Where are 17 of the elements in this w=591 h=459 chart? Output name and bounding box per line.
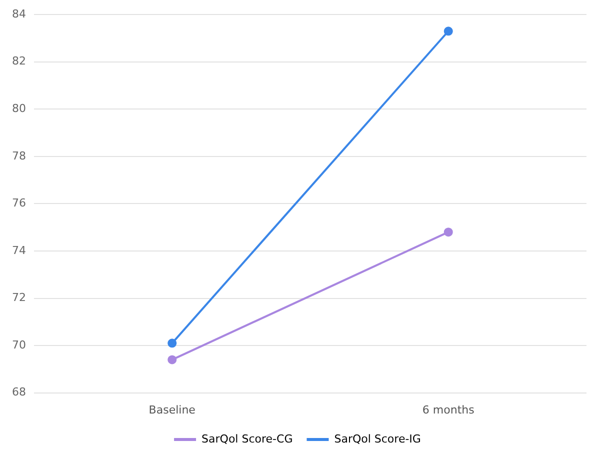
y-tick-label: 70 — [12, 338, 26, 352]
y-tick-label: 82 — [12, 54, 26, 68]
y-tick-label: 74 — [12, 244, 26, 257]
legend-label: SarQol Score-CG — [202, 432, 293, 446]
y-tick-label: 80 — [12, 102, 26, 116]
y-tick-label: 76 — [12, 196, 26, 210]
point — [168, 338, 177, 348]
y-tick-label: 72 — [12, 291, 26, 304]
y-tick-label: 78 — [12, 149, 26, 162]
point — [168, 355, 177, 364]
y-tick-label: 84 — [12, 7, 26, 20]
point — [444, 228, 453, 237]
point — [444, 26, 453, 36]
x-tick-label: 6 months — [422, 403, 475, 416]
legend-label: SarQol Score-IG — [334, 432, 421, 446]
x-tick-label: Baseline — [148, 403, 196, 416]
y-tick-label: 68 — [12, 386, 26, 399]
